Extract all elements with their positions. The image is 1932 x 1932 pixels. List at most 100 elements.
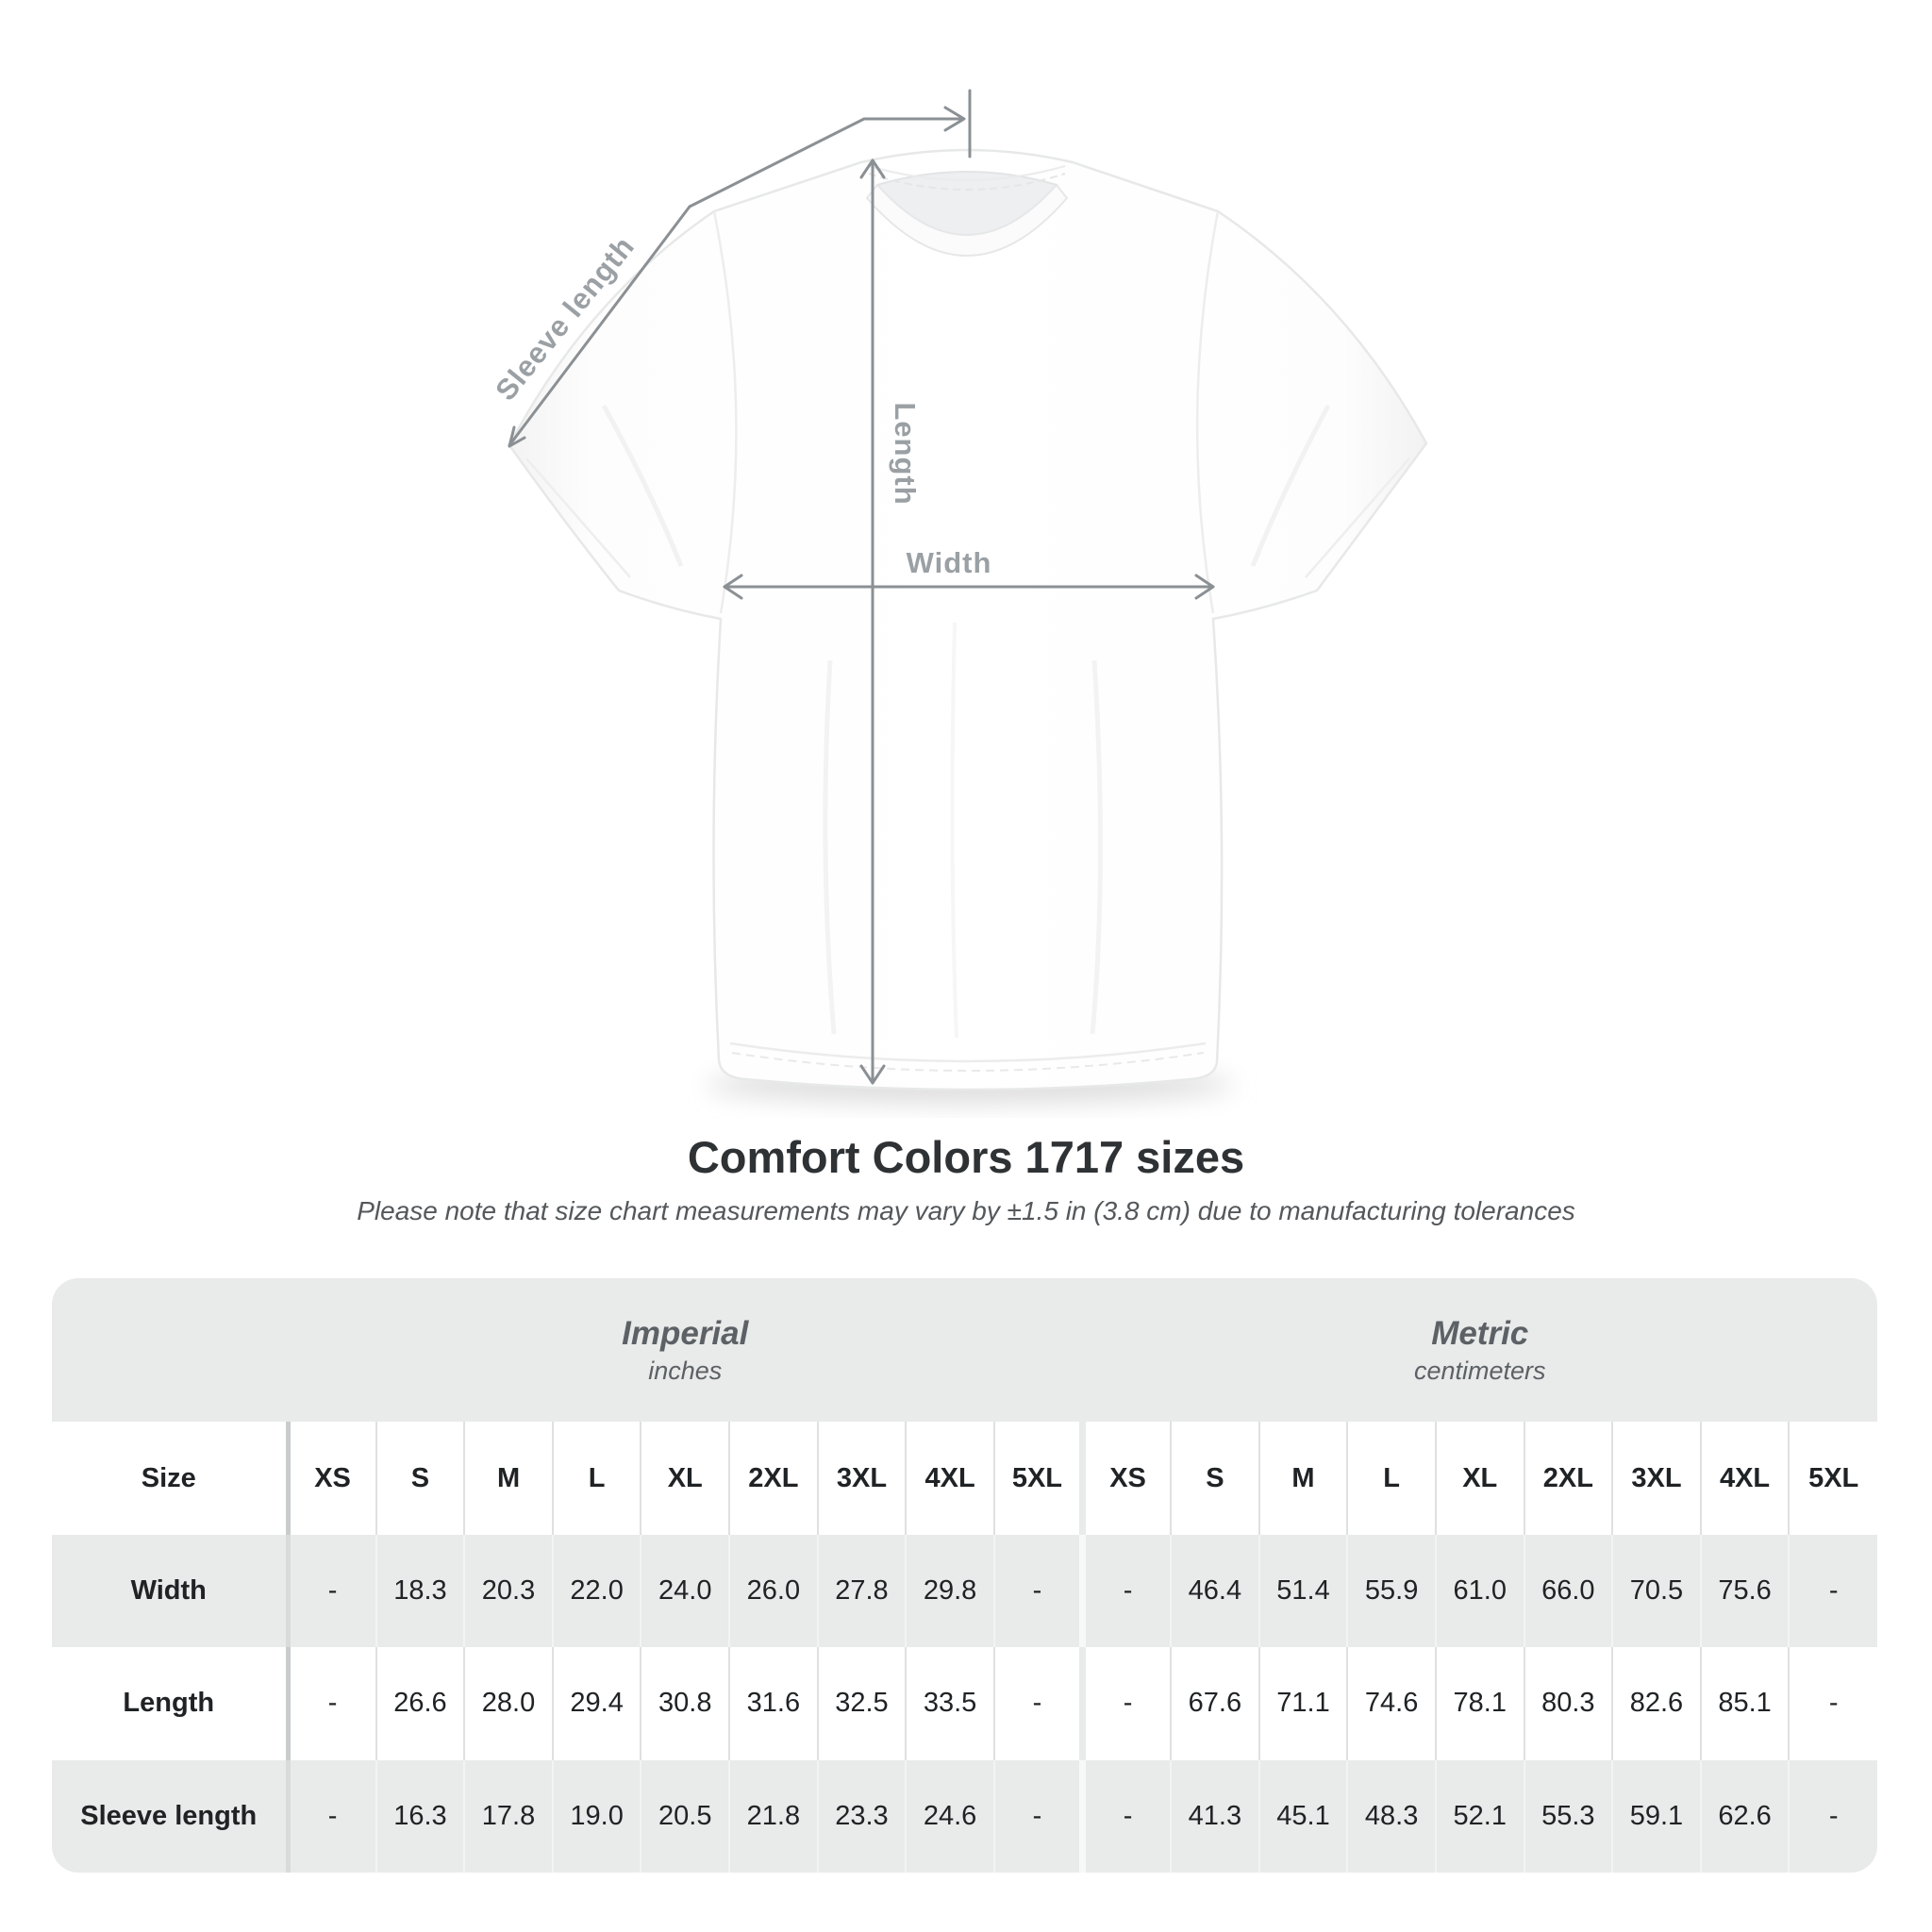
value-cell: 71.1 bbox=[1257, 1647, 1348, 1760]
value-cell: 70.5 bbox=[1611, 1534, 1701, 1648]
value-cell: 33.5 bbox=[905, 1647, 994, 1760]
value-cell: - bbox=[1788, 1534, 1877, 1648]
value-cell: - bbox=[992, 1759, 1083, 1873]
value-cell: 24.0 bbox=[640, 1534, 730, 1648]
value-cell: 30.8 bbox=[640, 1647, 730, 1760]
size-col-imperial-4xl: 4XL bbox=[905, 1422, 994, 1535]
value-cell: 18.3 bbox=[375, 1534, 465, 1648]
value-cell: - bbox=[285, 1759, 376, 1873]
size-col-metric-xs: XS bbox=[1078, 1422, 1172, 1535]
value-cell: 26.6 bbox=[375, 1647, 465, 1760]
size-col-metric-l: L bbox=[1346, 1422, 1436, 1535]
value-cell: 51.4 bbox=[1257, 1534, 1348, 1648]
metric-label: Metric bbox=[1431, 1315, 1529, 1353]
value-cell: 20.3 bbox=[463, 1534, 553, 1648]
value-cell: 45.1 bbox=[1257, 1759, 1348, 1873]
length-arrow bbox=[859, 158, 886, 1085]
tshirt-body bbox=[508, 148, 1428, 1091]
value-cell: 59.1 bbox=[1611, 1759, 1701, 1873]
value-cell: 41.3 bbox=[1170, 1759, 1259, 1873]
sleeve-length-arrow bbox=[508, 89, 972, 448]
size-col-metric-4xl: 4XL bbox=[1699, 1422, 1790, 1535]
length-label: Length bbox=[889, 402, 922, 505]
value-cell: 62.6 bbox=[1699, 1759, 1790, 1873]
value-cell: 32.5 bbox=[816, 1647, 907, 1760]
row-label-length: Length bbox=[52, 1647, 288, 1760]
value-cell: 27.8 bbox=[816, 1534, 907, 1648]
value-cell: 17.8 bbox=[463, 1759, 553, 1873]
value-cell: 75.6 bbox=[1699, 1534, 1790, 1648]
size-col-metric-s: S bbox=[1170, 1422, 1259, 1535]
value-cell: 85.1 bbox=[1699, 1647, 1790, 1760]
value-cell: - bbox=[1078, 1647, 1172, 1760]
value-cell: 74.6 bbox=[1346, 1647, 1436, 1760]
value-cell: 46.4 bbox=[1170, 1534, 1259, 1648]
value-cell: 80.3 bbox=[1523, 1647, 1613, 1760]
value-cell: - bbox=[1788, 1759, 1877, 1873]
imperial-label: Imperial bbox=[622, 1315, 749, 1353]
tshirt-graphic: Sleeve length Length Width bbox=[489, 89, 1428, 1104]
size-col-metric-2xl: 2XL bbox=[1523, 1422, 1613, 1535]
size-col-imperial-m: M bbox=[463, 1422, 553, 1535]
value-cell: 55.3 bbox=[1523, 1759, 1613, 1873]
value-cell: 52.1 bbox=[1434, 1759, 1524, 1873]
value-cell: - bbox=[1078, 1759, 1172, 1873]
size-col-imperial-3xl: 3XL bbox=[816, 1422, 907, 1535]
width-arrow bbox=[723, 574, 1215, 600]
value-cell: - bbox=[992, 1534, 1083, 1648]
value-cell: 22.0 bbox=[551, 1534, 641, 1648]
table-row-width: Width - 18.3 20.3 22.0 24.0 26.0 27.8 29… bbox=[52, 1534, 1877, 1648]
value-cell: 66.0 bbox=[1523, 1534, 1613, 1648]
size-col-imperial-s: S bbox=[375, 1422, 465, 1535]
value-cell: - bbox=[285, 1647, 376, 1760]
size-col-metric-m: M bbox=[1257, 1422, 1348, 1535]
size-col-metric-xl: XL bbox=[1434, 1422, 1524, 1535]
imperial-unit: inches bbox=[648, 1357, 723, 1386]
collar bbox=[865, 165, 1069, 257]
width-label: Width bbox=[907, 546, 992, 579]
value-cell: 16.3 bbox=[375, 1759, 465, 1873]
size-header-row: Size XS S M L XL 2XL 3XL 4XL 5XL XS S M … bbox=[52, 1422, 1877, 1535]
value-cell: 78.1 bbox=[1434, 1647, 1524, 1760]
value-cell: 82.6 bbox=[1611, 1647, 1701, 1760]
size-col-imperial-l: L bbox=[551, 1422, 641, 1535]
value-cell: 67.6 bbox=[1170, 1647, 1259, 1760]
size-col-metric-3xl: 3XL bbox=[1611, 1422, 1701, 1535]
value-cell: 21.8 bbox=[728, 1759, 818, 1873]
value-cell: 29.4 bbox=[551, 1647, 641, 1760]
value-cell: 23.3 bbox=[816, 1759, 907, 1873]
unit-group-header-row: Imperial inches Metric centimeters bbox=[52, 1278, 1877, 1423]
value-cell: 48.3 bbox=[1346, 1759, 1436, 1873]
imperial-group-header: Imperial inches bbox=[288, 1278, 1083, 1423]
value-cell: 55.9 bbox=[1346, 1534, 1436, 1648]
tolerance-note: Please note that size chart measurements… bbox=[357, 1196, 1575, 1225]
size-col-imperial-5xl: 5XL bbox=[992, 1422, 1083, 1535]
metric-unit: centimeters bbox=[1413, 1357, 1546, 1386]
value-cell: 61.0 bbox=[1434, 1534, 1524, 1648]
value-cell: - bbox=[1788, 1647, 1877, 1760]
size-col-imperial-xs: XS bbox=[285, 1422, 376, 1535]
tshirt-measurement-diagram: Sleeve length Length Width bbox=[489, 89, 1428, 1104]
metric-group-header: Metric centimeters bbox=[1082, 1278, 1877, 1423]
value-cell: - bbox=[285, 1534, 376, 1648]
table-row-length: Length - 26.6 28.0 29.4 30.8 31.6 32.5 3… bbox=[52, 1647, 1877, 1760]
value-cell: 26.0 bbox=[728, 1534, 818, 1648]
value-cell: 31.6 bbox=[728, 1647, 818, 1760]
size-chart-table: Imperial inches Metric centimeters Size … bbox=[52, 1278, 1877, 1873]
table-row-sleeve-length: Sleeve length - 16.3 17.8 19.0 20.5 21.8… bbox=[52, 1759, 1877, 1873]
row-label-sleeve-length: Sleeve length bbox=[52, 1759, 288, 1873]
size-col-imperial-2xl: 2XL bbox=[728, 1422, 818, 1535]
value-cell: 28.0 bbox=[463, 1647, 553, 1760]
size-header-cell: Size bbox=[52, 1422, 288, 1535]
size-col-metric-5xl: 5XL bbox=[1788, 1422, 1877, 1535]
value-cell: 19.0 bbox=[551, 1759, 641, 1873]
row-label-width: Width bbox=[52, 1534, 288, 1648]
group-header-spacer bbox=[52, 1278, 288, 1423]
page-title: Comfort Colors 1717 sizes bbox=[687, 1132, 1245, 1182]
value-cell: 20.5 bbox=[640, 1759, 730, 1873]
value-cell: 29.8 bbox=[905, 1534, 994, 1648]
value-cell: 24.6 bbox=[905, 1759, 994, 1873]
value-cell: - bbox=[1078, 1534, 1172, 1648]
size-col-imperial-xl: XL bbox=[640, 1422, 730, 1535]
value-cell: - bbox=[992, 1647, 1083, 1760]
